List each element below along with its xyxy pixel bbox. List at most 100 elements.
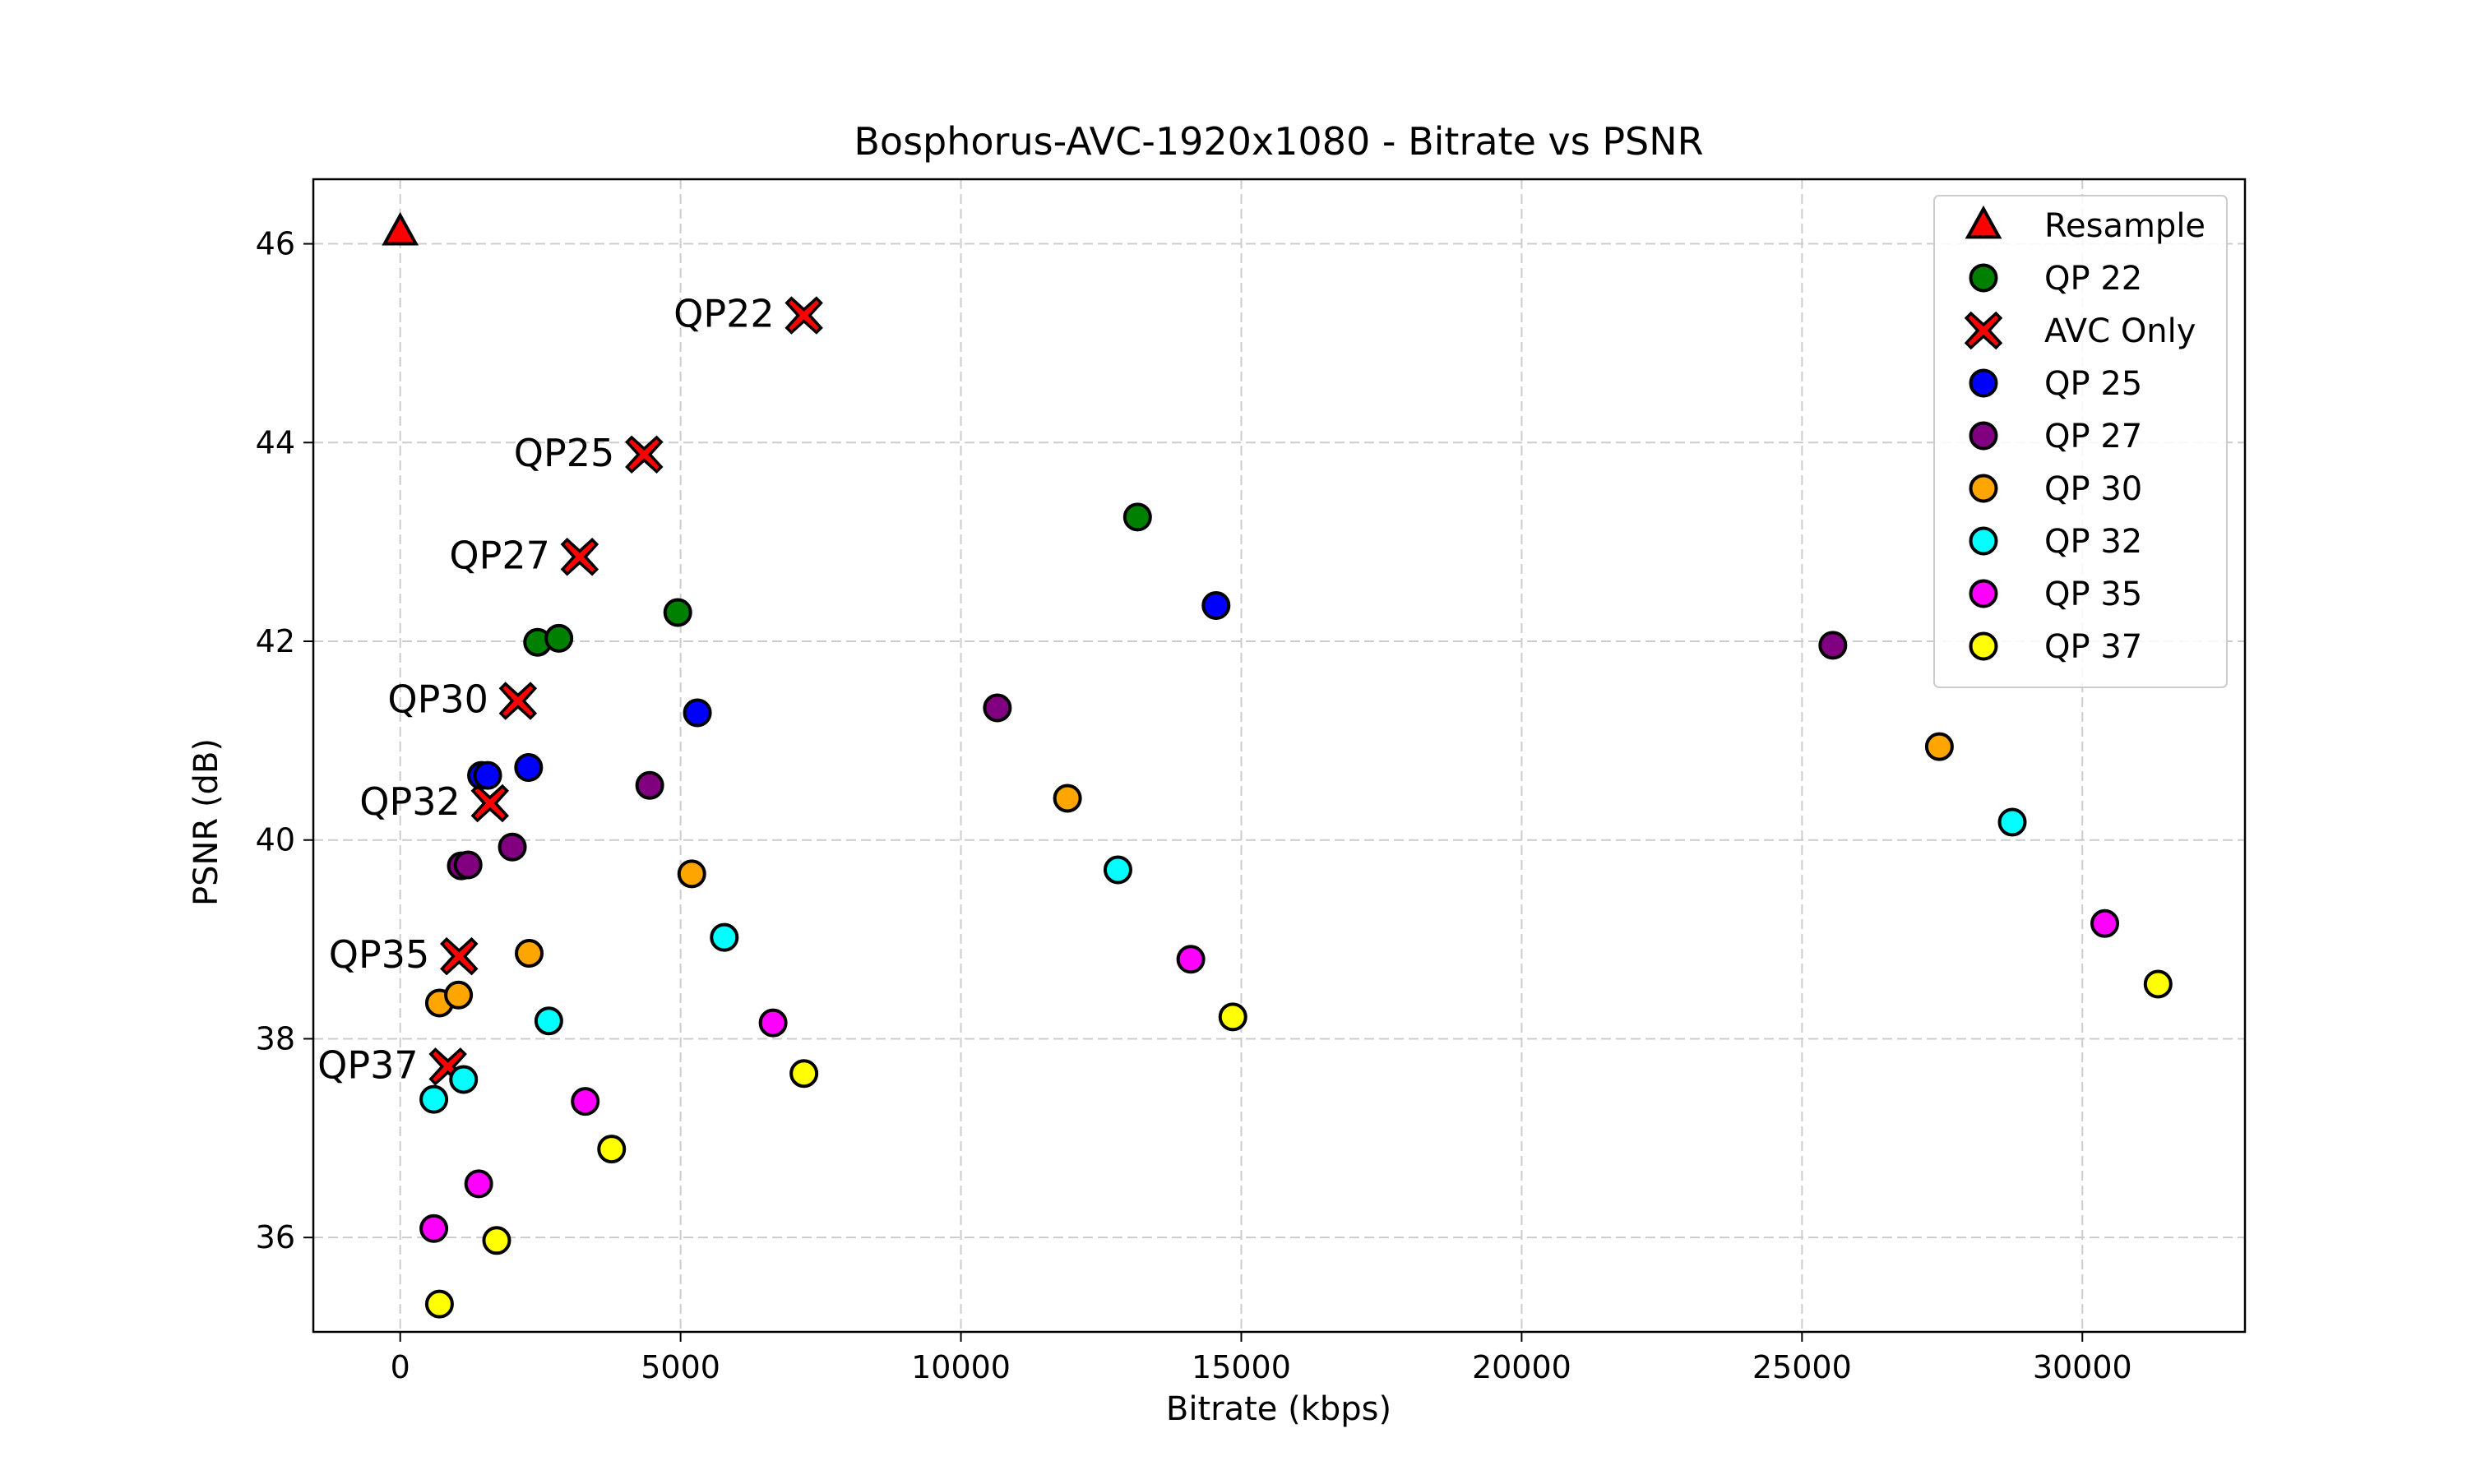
legend-label: QP 35 [2044, 576, 2142, 613]
y-tick-label: 42 [256, 623, 295, 659]
legend-label: AVC Only [2044, 312, 2196, 350]
legend-item: QP 25 [1969, 365, 2142, 403]
y-tick-label: 44 [256, 424, 295, 460]
plot-frame [312, 178, 2247, 1334]
data-point [444, 980, 474, 1010]
data-point [473, 760, 502, 790]
legend-marker [1965, 205, 2002, 239]
data-point [440, 936, 479, 976]
legend-label: QP 30 [2044, 470, 2142, 508]
series-qp-35 [419, 908, 2120, 1243]
data-point [1053, 784, 1082, 813]
legend-marker [1969, 474, 1998, 503]
annotation-label: QP37 [317, 1042, 418, 1087]
data-point [983, 693, 1012, 723]
x-tick-label: 10000 [911, 1349, 1011, 1385]
data-point [635, 770, 664, 800]
data-point [625, 435, 664, 474]
data-point [515, 939, 544, 969]
y-tick-label: 40 [256, 822, 295, 858]
data-point [789, 1059, 819, 1089]
legend-marker [1969, 526, 1998, 556]
legend-marker [1964, 311, 2003, 350]
legend-marker [1969, 631, 1998, 661]
legend-marker [1969, 368, 1998, 398]
data-point [1103, 855, 1132, 885]
series-qp-32 [419, 807, 2027, 1114]
legend-item: QP 32 [1969, 523, 2142, 561]
data-point [663, 598, 692, 627]
data-point [449, 1065, 479, 1094]
grid [313, 179, 2245, 1332]
y-tick-label: 46 [256, 226, 295, 262]
data-point [1818, 631, 1848, 660]
data-point [1122, 502, 1152, 532]
data-point [758, 1008, 788, 1038]
legend-box [1933, 195, 2228, 688]
legend-item: Resample [1965, 205, 2205, 245]
annotations: QP22 QP25 QP27 QP30 QP32 QP35 QP37 [317, 292, 774, 1088]
data-point [677, 859, 706, 889]
data-point [498, 682, 538, 720]
legend-marker [1969, 579, 1998, 608]
data-point [534, 1006, 563, 1036]
legend-item: AVC Only [1964, 311, 2196, 350]
chart-title: Bosphorus-AVC-1920x1080 - Bitrate vs PSN… [854, 119, 1703, 164]
data-points [382, 211, 2173, 1319]
data-point [470, 784, 510, 823]
data-point [1997, 807, 2027, 837]
data-point [482, 1226, 511, 1255]
data-point [560, 538, 599, 576]
data-point [464, 1169, 493, 1199]
annotation-label: QP27 [449, 533, 549, 577]
annotation-label: QP35 [329, 932, 429, 977]
legend-marker [1969, 421, 1998, 451]
legend-label: QP 22 [2044, 260, 2142, 298]
annotation-label: QP22 [673, 292, 774, 336]
legend-label: QP 27 [2044, 418, 2142, 455]
annotation-label: QP30 [387, 677, 488, 722]
x-tick-label: 15000 [1192, 1349, 1291, 1385]
series-qp-37 [424, 969, 2173, 1319]
data-point [683, 698, 712, 728]
data-point [2090, 908, 2120, 938]
data-point [597, 1135, 627, 1164]
data-point [419, 1084, 449, 1114]
annotation-label: QP25 [514, 431, 614, 475]
legend-item: QP 35 [1969, 576, 2142, 613]
legend-label: QP 32 [2044, 523, 2142, 561]
series-qp-22 [523, 502, 1152, 657]
y-tick-label: 38 [256, 1020, 295, 1056]
x-tick-label: 5000 [641, 1349, 720, 1385]
y-axis-label: PSNR (dB) [187, 738, 225, 906]
data-point [424, 1289, 454, 1319]
series-resample [382, 211, 419, 246]
data-point [1218, 1002, 1247, 1032]
series-qp-25 [467, 590, 1231, 790]
data-point [453, 850, 483, 880]
data-point [2143, 969, 2173, 999]
data-point [514, 753, 544, 783]
annotation-label: QP32 [359, 779, 460, 824]
series-qp-30 [424, 732, 1954, 1018]
legend-item: QP 27 [1969, 418, 2142, 455]
legend-item: QP 30 [1969, 470, 2142, 508]
data-point [1201, 590, 1231, 620]
y-tick-label: 36 [256, 1219, 295, 1255]
data-point [1924, 732, 1954, 761]
data-point [1176, 945, 1206, 974]
data-point [498, 832, 527, 862]
x-axis-label: Bitrate (kbps) [1166, 1390, 1391, 1428]
series-qp-27 [447, 631, 1848, 881]
data-point [544, 623, 574, 653]
legend-label: QP 37 [2044, 628, 2142, 666]
x-tick-label: 0 [391, 1349, 410, 1385]
data-point [382, 211, 419, 246]
legend-item: QP 37 [1969, 628, 2142, 666]
data-point [419, 1214, 449, 1243]
data-point [571, 1087, 600, 1116]
x-tick-label: 25000 [1752, 1349, 1852, 1385]
x-tick-label: 20000 [1472, 1349, 1571, 1385]
